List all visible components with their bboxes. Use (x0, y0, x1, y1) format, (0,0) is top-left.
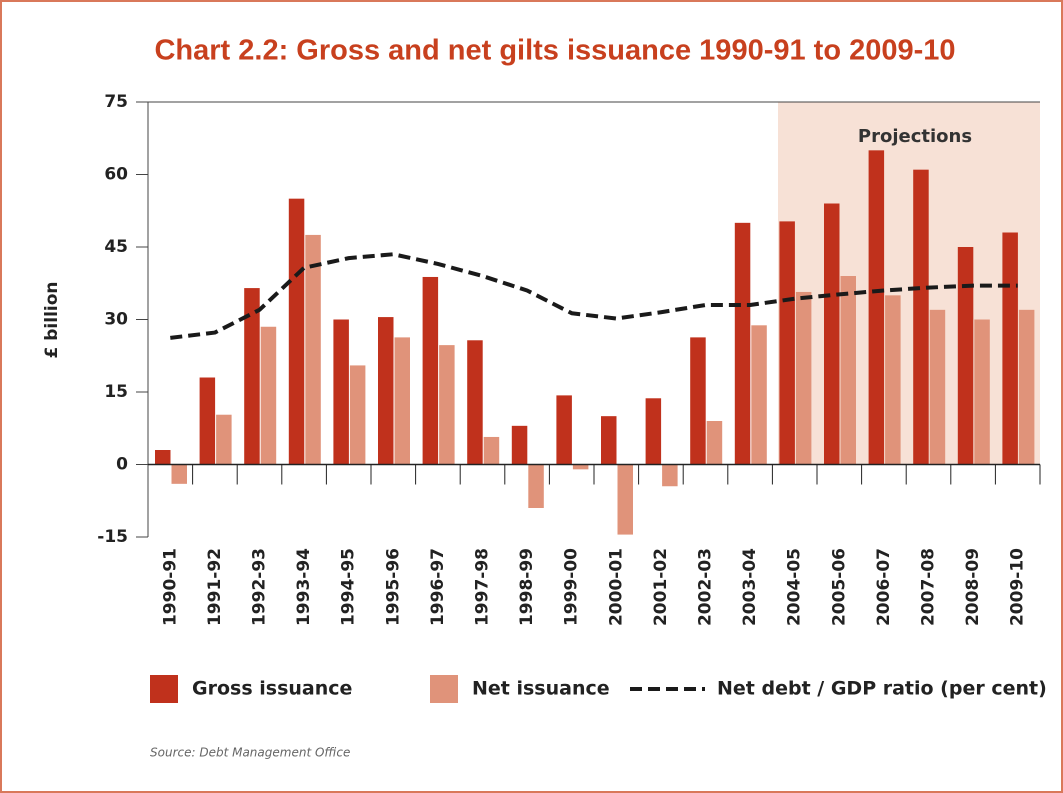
x-tick-label: 1996-97 (428, 548, 448, 626)
y-tick-label: 75 (104, 92, 128, 112)
bar (662, 464, 678, 487)
legend-label: Net debt / GDP ratio (per cent) (717, 678, 1047, 700)
x-tick-label: 2003-04 (740, 548, 760, 626)
legend-swatch (150, 675, 178, 703)
bar (467, 340, 483, 465)
bar (305, 234, 321, 465)
x-tick-label: 2008-09 (963, 548, 983, 626)
bar (779, 221, 795, 465)
bar (974, 319, 990, 465)
y-tick-label: 45 (104, 237, 128, 257)
line (170, 252, 1018, 340)
bar (1002, 232, 1018, 465)
bar (840, 276, 856, 465)
x-tick-label: 2002-03 (696, 548, 716, 626)
y-tick-label: 60 (104, 165, 128, 185)
x-tick-label: 1990-91 (160, 548, 180, 626)
bar (824, 203, 840, 465)
bar (601, 416, 617, 465)
bar (349, 365, 366, 465)
legend-swatch (430, 675, 458, 703)
x-tick-label: 2004-05 (785, 548, 805, 626)
x-tick-label: 1995-96 (383, 548, 403, 626)
bar (617, 464, 633, 535)
x-tick-label: 2005-06 (829, 548, 849, 626)
bar (795, 291, 812, 465)
bar (244, 288, 260, 465)
bar (511, 425, 528, 465)
bar (885, 295, 901, 465)
x-tick-label: 2009-10 (1008, 548, 1028, 626)
y-tick-label: -15 (97, 527, 128, 547)
x-tick-label: 1991-92 (205, 548, 225, 626)
projection-shade (778, 102, 1040, 464)
x-tick-label: 1999-00 (562, 548, 582, 626)
x-tick-label: 1992-93 (250, 548, 270, 626)
bar (439, 345, 455, 465)
bar (957, 247, 974, 465)
y-tick-label: 15 (104, 382, 128, 402)
bar (378, 317, 394, 465)
bar (288, 198, 305, 465)
bar (483, 436, 500, 465)
bar (216, 414, 232, 465)
y-tick-label: 0 (116, 455, 128, 475)
x-tick-label: 1998-99 (517, 548, 537, 626)
bar (645, 398, 662, 465)
legend-label: Net issuance (472, 678, 610, 700)
chart-title: Chart 2.2: Gross and net gilts issuance … (154, 35, 955, 67)
bar (528, 464, 544, 508)
x-tick-label: 2006-07 (874, 548, 894, 626)
bar (572, 464, 589, 470)
x-tick-label: 2007-08 (919, 548, 939, 626)
bar (751, 325, 767, 465)
bar (260, 326, 277, 465)
legend-label: Gross issuance (192, 678, 352, 700)
y-tick-label: 30 (104, 310, 128, 330)
bar (155, 450, 171, 465)
bar (1018, 309, 1035, 465)
x-tick-label: 2001-02 (651, 548, 671, 626)
bar (171, 464, 187, 484)
x-tick-label: 1997-98 (473, 548, 493, 626)
x-tick-label: 1993-94 (294, 548, 314, 626)
bar (690, 337, 706, 465)
source: Source: Debt Management Office (150, 746, 350, 760)
y-axis-label: £ billion (42, 281, 62, 358)
bar (199, 377, 216, 465)
x-tick-label: 2000-01 (606, 548, 626, 626)
annotation: Projections (858, 126, 972, 147)
bar (706, 421, 723, 465)
bar (929, 309, 946, 465)
bar (422, 276, 439, 465)
bar (333, 319, 349, 465)
bar (556, 395, 572, 465)
bar (394, 337, 410, 465)
bar (913, 169, 929, 465)
bar (734, 222, 751, 465)
bar (868, 150, 885, 465)
x-tick-label: 1994-95 (339, 548, 359, 626)
